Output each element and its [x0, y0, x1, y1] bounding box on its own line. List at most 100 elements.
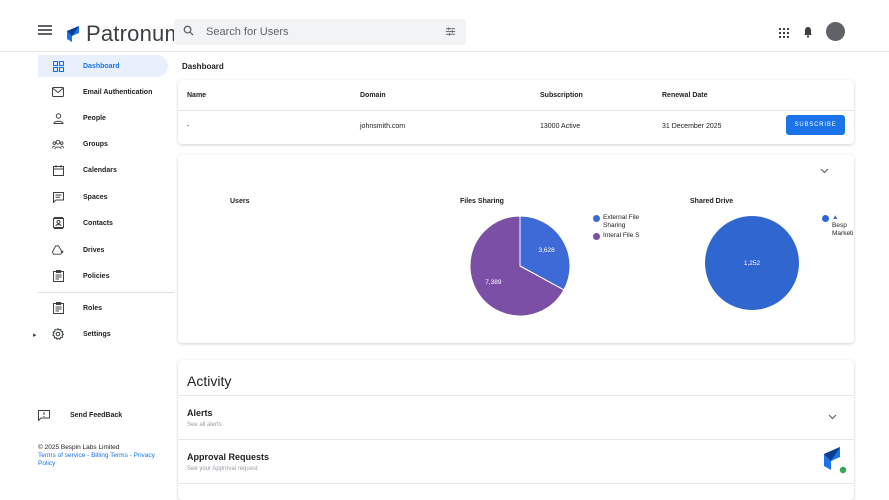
- sidebar-item-label: Drives: [83, 246, 105, 254]
- approval-requests-subtitle[interactable]: See your Approval request: [187, 466, 258, 472]
- search-bar[interactable]: Search for Users: [174, 19, 466, 45]
- shared-drive-legend: ▲ Besp Marketi: [822, 214, 854, 240]
- collapse-chevron-icon[interactable]: [820, 168, 829, 174]
- legend-dot: [822, 215, 829, 222]
- app-logo[interactable]: Patronum: [66, 21, 183, 47]
- sidebar-item-drives[interactable]: Drives: [38, 239, 168, 261]
- users-chart-title: Users: [230, 198, 250, 205]
- feedback-icon: [38, 410, 50, 421]
- page-title: Dashboard: [182, 62, 224, 71]
- sidebar-item-label: Contacts: [83, 219, 113, 227]
- cell-renewal-date: 31 December 2025: [662, 123, 722, 130]
- footer-links[interactable]: Terms of service - Billing Terms - Priva…: [38, 452, 155, 467]
- drive-chart-title: Shared Drive: [690, 198, 734, 205]
- search-input[interactable]: Search for Users: [206, 26, 289, 38]
- sidebar-item-label: Roles: [83, 304, 103, 312]
- sidebar-item-dashboard[interactable]: Dashboard: [38, 55, 168, 77]
- sidebar-item-label: Policies: [83, 272, 110, 280]
- sidebar-item-label: Calendars: [83, 166, 117, 174]
- alerts-subtitle[interactable]: See all alerts: [187, 422, 222, 428]
- legend-label: External File Sharing: [603, 214, 640, 229]
- cell-domain: johnsmith.com: [360, 123, 406, 130]
- legend-label: Interal File S: [603, 232, 640, 239]
- approval-requests-title: Approval Requests: [187, 452, 270, 462]
- contacts-icon: [52, 217, 64, 229]
- legend-item[interactable]: External File Sharing: [593, 214, 641, 230]
- chat-icon: [52, 191, 64, 203]
- sidebar-item-label: Dashboard: [83, 62, 120, 70]
- sidebar-item-people[interactable]: People: [38, 107, 168, 129]
- legend-label-text: Besp Marketi: [832, 222, 854, 237]
- sidebar-item-label: Spaces: [83, 193, 108, 201]
- apps-grid-icon[interactable]: [779, 28, 789, 38]
- drive-icon: [52, 244, 64, 256]
- pie-slice[interactable]: [519, 215, 571, 291]
- patronum-logo-icon: [67, 26, 79, 42]
- send-feedback-label: Send FeedBack: [70, 412, 123, 419]
- table-divider: [178, 110, 854, 111]
- files-sharing-pie-chart: 3,628 7,389: [469, 215, 571, 317]
- files-chart-title: Files Sharing: [460, 198, 504, 205]
- sidebar-item-roles[interactable]: Roles: [38, 297, 168, 319]
- sidebar-divider: [38, 292, 174, 293]
- user-avatar[interactable]: [826, 22, 845, 41]
- online-status-dot: [838, 465, 848, 475]
- sidebar-item-email-authentication[interactable]: Email Authentication: [38, 81, 168, 103]
- top-bar: Patronum Search for Users: [0, 0, 889, 52]
- sidebar-item-spaces[interactable]: Spaces: [38, 186, 168, 208]
- pie-slice[interactable]: [469, 215, 565, 317]
- pie-value-label: 3,628: [539, 247, 556, 254]
- settings-expand-caret-icon[interactable]: ▸: [33, 332, 37, 339]
- legend-dot: [593, 233, 600, 240]
- drive-icon: ▲: [832, 214, 839, 221]
- email-icon: [52, 86, 64, 98]
- roles-icon: [52, 302, 64, 314]
- send-feedback-link[interactable]: Send FeedBack: [38, 410, 122, 421]
- sidebar-item-label: Email Authentication: [83, 88, 153, 96]
- files-sharing-legend: External File Sharing Interal File S: [593, 214, 641, 242]
- column-header-name: Name: [187, 92, 207, 99]
- notifications-bell-icon[interactable]: [803, 26, 813, 38]
- app-name: Patronum: [86, 21, 183, 46]
- search-icon: [183, 25, 194, 36]
- legend-label: ▲ Besp Marketi: [832, 214, 854, 238]
- sidebar-item-label: People: [83, 114, 106, 122]
- menu-icon[interactable]: [38, 25, 52, 35]
- sidebar-footer: © 2025 Bespin Labs Limited Terms of serv…: [38, 444, 168, 468]
- column-header-renewal-date: Renewal Date: [662, 92, 708, 99]
- shared-drive-pie-chart: 1,252: [705, 216, 799, 310]
- sidebar-item-groups[interactable]: Groups: [38, 133, 168, 155]
- dashboard-icon: [52, 60, 64, 72]
- calendar-icon: [52, 164, 64, 176]
- pie-value-label: 1,252: [744, 260, 761, 267]
- legend-item[interactable]: ▲ Besp Marketi: [822, 214, 854, 238]
- pie-slice[interactable]: [705, 216, 799, 310]
- column-header-domain: Domain: [360, 92, 386, 99]
- activity-title: Activity: [187, 373, 232, 389]
- subscription-card: Name Domain Subscription Renewal Date - …: [178, 80, 854, 144]
- activity-divider: [178, 439, 854, 440]
- legend-item[interactable]: Interal File S: [593, 232, 641, 240]
- person-icon: [52, 112, 64, 124]
- policy-icon: [52, 270, 64, 282]
- cell-subscription: 13000 Active: [540, 123, 581, 130]
- sidebar-item-calendars[interactable]: Calendars: [38, 159, 168, 181]
- activity-card: Activity Alerts See all alerts Approval …: [178, 360, 854, 500]
- sidebar-item-policies[interactable]: Policies: [38, 265, 168, 287]
- pie-value-label: 7,389: [485, 279, 502, 286]
- gear-icon: [52, 328, 64, 340]
- filter-tune-icon[interactable]: [445, 26, 456, 37]
- cell-name: -: [187, 123, 190, 130]
- sidebar-item-contacts[interactable]: Contacts: [38, 212, 168, 234]
- legend-dot: [593, 215, 600, 222]
- alerts-title: Alerts: [187, 408, 213, 418]
- patronum-assistant-fab[interactable]: [816, 443, 848, 475]
- subscribe-button[interactable]: SUBSCRIBE: [786, 115, 845, 135]
- activity-divider: [178, 483, 854, 484]
- activity-divider: [178, 395, 854, 396]
- copyright-text: © 2025 Bespin Labs Limited: [38, 444, 120, 451]
- sidebar-item-label: Groups: [83, 140, 108, 148]
- groups-icon: [52, 138, 64, 150]
- sidebar-item-settings[interactable]: Settings: [38, 323, 168, 345]
- alerts-expand-chevron-icon[interactable]: [828, 414, 837, 420]
